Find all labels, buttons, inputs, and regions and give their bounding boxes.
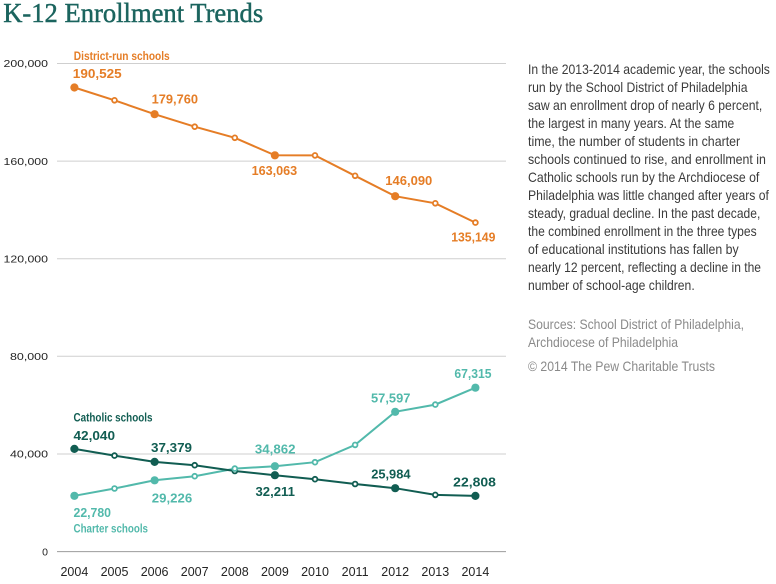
svg-text:saw an enrollment drop of near: saw an enrollment drop of nearly 6 perce… bbox=[528, 97, 762, 113]
svg-text:Catholic schools run by the Ar: Catholic schools run by the Archdiocese … bbox=[528, 169, 759, 185]
svg-text:160,000: 160,000 bbox=[4, 156, 49, 168]
svg-text:2013: 2013 bbox=[421, 565, 449, 579]
svg-text:steady, gradual decline. In th: steady, gradual decline. In the past dec… bbox=[528, 205, 760, 221]
svg-text:Philadelphia was little change: Philadelphia was little changed after ye… bbox=[528, 187, 769, 203]
svg-text:2004: 2004 bbox=[60, 565, 88, 579]
svg-text:2007: 2007 bbox=[181, 565, 209, 579]
svg-text:2011: 2011 bbox=[342, 565, 369, 579]
svg-text:0: 0 bbox=[42, 546, 48, 558]
svg-text:Archdiocese of Philadelphia: Archdiocese of Philadelphia bbox=[528, 334, 678, 350]
svg-text:Charter schools: Charter schools bbox=[74, 523, 149, 535]
svg-text:nearly 12 percent, reflecting: nearly 12 percent, reflecting a decline … bbox=[528, 259, 761, 275]
svg-text:the combined enrollment in the: the combined enrollment in the three typ… bbox=[528, 223, 757, 239]
svg-text:67,315: 67,315 bbox=[454, 366, 491, 381]
svg-text:2010: 2010 bbox=[301, 565, 329, 579]
svg-text:© 2014 The Pew Charitable Trus: © 2014 The Pew Charitable Trusts bbox=[528, 358, 715, 374]
svg-text:2008: 2008 bbox=[221, 565, 249, 579]
svg-text:42,040: 42,040 bbox=[74, 428, 116, 443]
svg-text:120,000: 120,000 bbox=[4, 253, 49, 265]
svg-text:Sources: School District of Ph: Sources: School District of Philadelphia… bbox=[528, 316, 744, 332]
svg-text:2014: 2014 bbox=[461, 565, 489, 579]
svg-text:29,226: 29,226 bbox=[152, 490, 192, 505]
svg-text:K-12 Enrollment Trends: K-12 Enrollment Trends bbox=[3, 0, 263, 28]
svg-text:2006: 2006 bbox=[141, 565, 169, 579]
svg-text:2012: 2012 bbox=[381, 565, 409, 579]
svg-text:200,000: 200,000 bbox=[4, 58, 49, 70]
svg-text:of educational institutions ha: of educational institutions has fallen b… bbox=[528, 241, 739, 257]
svg-text:22,780: 22,780 bbox=[74, 505, 112, 520]
svg-text:135,149: 135,149 bbox=[451, 230, 495, 245]
svg-text:2005: 2005 bbox=[101, 565, 129, 579]
svg-text:number of school-age children.: number of school-age children. bbox=[528, 277, 695, 293]
svg-text:37,379: 37,379 bbox=[151, 440, 192, 455]
svg-text:the largest in many years. At: the largest in many years. At the same bbox=[528, 115, 734, 131]
svg-text:In the 2013-2014 academic year: In the 2013-2014 academic year, the scho… bbox=[528, 61, 770, 77]
svg-text:40,000: 40,000 bbox=[10, 449, 48, 461]
svg-text:32,211: 32,211 bbox=[256, 484, 295, 499]
svg-text:179,760: 179,760 bbox=[152, 91, 198, 106]
svg-text:22,808: 22,808 bbox=[453, 474, 496, 489]
svg-text:190,525: 190,525 bbox=[73, 66, 122, 81]
svg-text:2009: 2009 bbox=[261, 565, 289, 579]
svg-text:Catholic schools: Catholic schools bbox=[74, 412, 153, 424]
svg-text:80,000: 80,000 bbox=[10, 351, 48, 363]
svg-text:34,862: 34,862 bbox=[255, 442, 296, 457]
svg-text:57,597: 57,597 bbox=[371, 390, 410, 405]
svg-text:run by the School District of: run by the School District of Philadelph… bbox=[528, 79, 748, 95]
svg-text:time, the number of students i: time, the number of students in charter bbox=[528, 133, 740, 149]
svg-text:25,984: 25,984 bbox=[371, 467, 411, 482]
svg-text:District-run schools: District-run schools bbox=[74, 51, 170, 63]
svg-text:146,090: 146,090 bbox=[385, 173, 432, 188]
svg-text:163,063: 163,063 bbox=[252, 163, 298, 178]
svg-text:schools continued to rise, and: schools continued to rise, and enrollmen… bbox=[528, 151, 766, 167]
